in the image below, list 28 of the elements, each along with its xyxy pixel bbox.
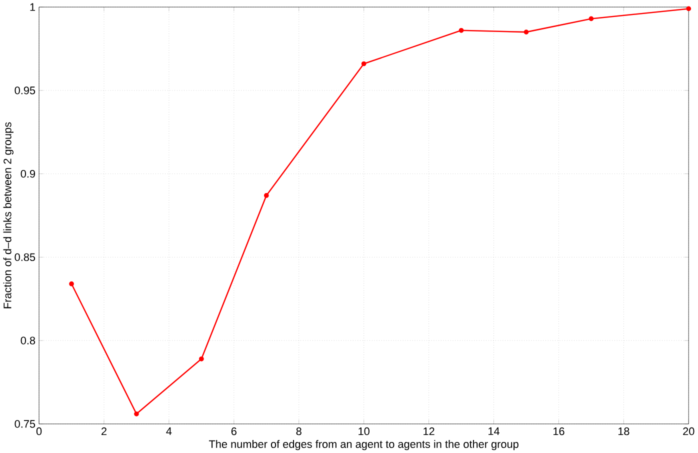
- x-tick-label: 18: [618, 427, 630, 435]
- x-tick-label: 2: [102, 427, 106, 435]
- point: [69, 281, 74, 286]
- y-axis-title: Fraction of d–d links between 2 groups: [3, 122, 14, 308]
- y-tick-label: 0.75: [14, 420, 36, 428]
- x-tick-label: 6: [231, 427, 236, 435]
- point: [524, 29, 529, 34]
- y-tick-label: 0.8: [20, 336, 36, 344]
- x-tick-label: 4: [166, 427, 172, 435]
- point: [264, 192, 269, 198]
- y-tick-label: 1: [30, 3, 36, 11]
- y-tick-label: 0.85: [14, 253, 36, 261]
- x-tick-label: 12: [424, 427, 434, 435]
- point: [361, 61, 366, 66]
- x-tick-label: 14: [488, 427, 500, 435]
- x-tick-label: 8: [296, 427, 302, 435]
- point: [458, 28, 464, 33]
- point: [134, 411, 139, 416]
- y-tick-label: 0.9: [20, 170, 36, 178]
- y-tick-label: 0.95: [14, 86, 36, 94]
- x-tick-label: 10: [358, 427, 370, 435]
- x-tick-label: 16: [553, 427, 564, 435]
- x-tick-label: 20: [683, 427, 694, 435]
- x-tick-label: 0: [36, 427, 42, 435]
- point: [199, 356, 204, 362]
- point: [686, 6, 692, 11]
- point: [588, 16, 594, 21]
- x-axis-title: The number of edges from an agent to agents in the other group: [208, 440, 518, 450]
